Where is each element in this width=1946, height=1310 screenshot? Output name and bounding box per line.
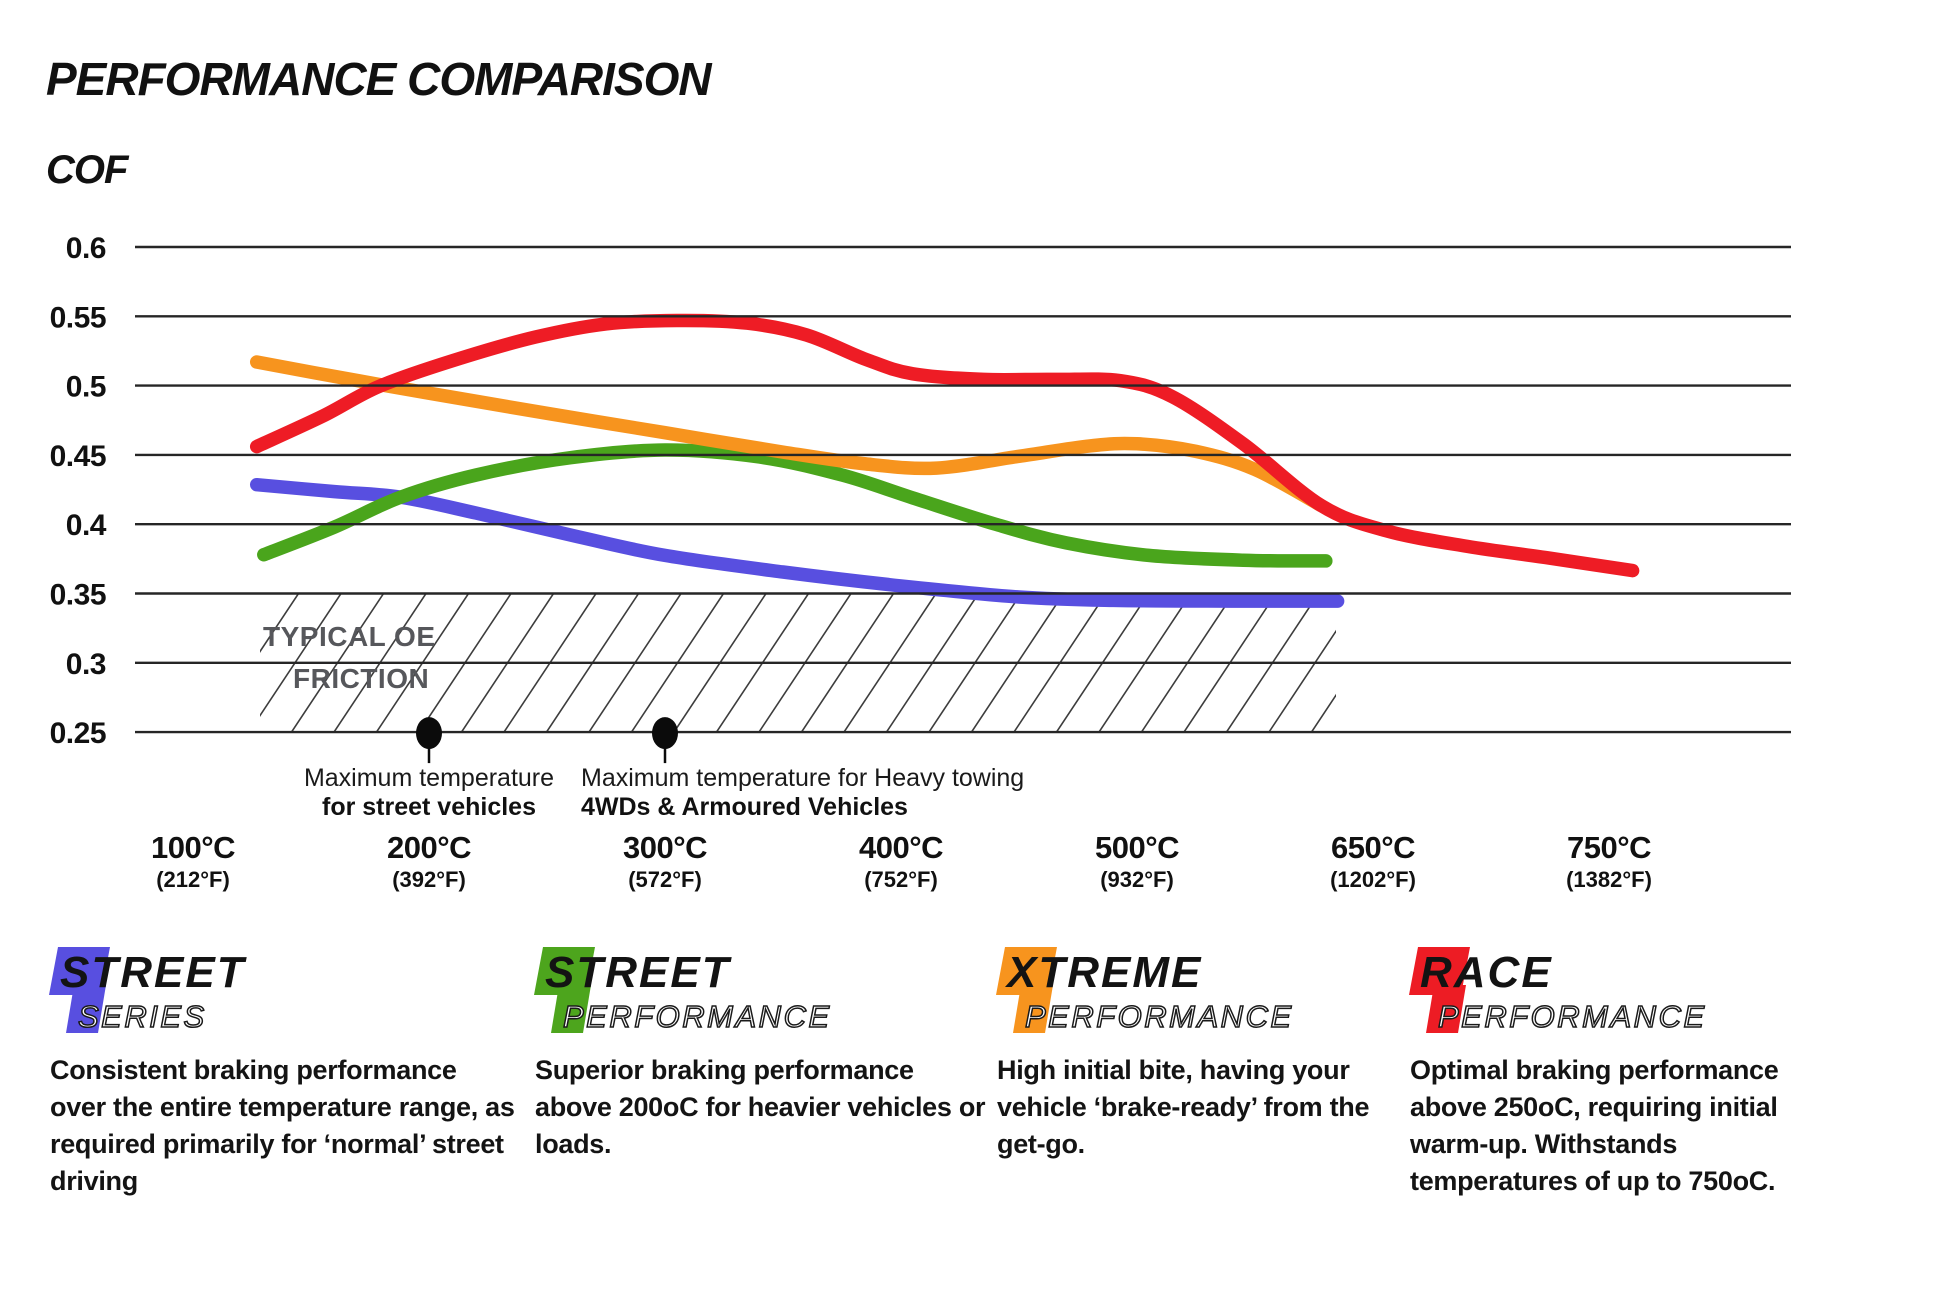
logo-mark-bottom bbox=[1426, 985, 1466, 1033]
street-performance-logo: STREET PERFORMANCE bbox=[534, 947, 832, 1035]
y-tick-label: 0.4 bbox=[66, 509, 107, 542]
oe-friction-label-line2: FRICTION bbox=[293, 663, 429, 694]
logo-mark-top bbox=[1409, 947, 1470, 995]
oe-friction-label-line1: TYPICAL OE bbox=[263, 621, 436, 652]
x-tick-fahrenheit-5: (1202°F) bbox=[1330, 867, 1416, 892]
logo-word2: PERFORMANCE bbox=[563, 999, 832, 1034]
logo-word1: XTREME bbox=[1004, 948, 1202, 997]
x-tick-celsius-2: 300°C bbox=[623, 830, 707, 865]
x-tick-celsius-0: 100°C bbox=[151, 830, 235, 865]
race-performance-logo: RACE PERFORMANCE bbox=[1409, 947, 1707, 1035]
logo-word1: STREET bbox=[545, 948, 732, 997]
x-tick-celsius-4: 500°C bbox=[1095, 830, 1179, 865]
legend-description: Optimal braking performance above 250oC,… bbox=[1410, 1055, 1779, 1196]
logo-word2: SERIES bbox=[78, 999, 207, 1034]
xtreme-performance-logo: XTREME PERFORMANCE bbox=[996, 947, 1294, 1035]
x-tick-celsius-6: 750°C bbox=[1567, 830, 1651, 865]
y-axis-title: COF bbox=[46, 148, 128, 192]
annotation-line1: Maximum temperature for Heavy towing bbox=[581, 764, 1024, 792]
logo-word1: STREET bbox=[60, 948, 247, 997]
y-tick-label: 0.5 bbox=[66, 371, 106, 404]
x-tick-fahrenheit-4: (932°F) bbox=[1100, 867, 1174, 892]
logo-word2: PERFORMANCE bbox=[1025, 999, 1294, 1034]
y-tick-label: 0.6 bbox=[66, 232, 106, 265]
y-tick-label: 0.25 bbox=[50, 717, 106, 750]
series-street-series bbox=[249, 477, 1345, 608]
series-street-performance bbox=[257, 443, 1333, 568]
y-tick-label: 0.45 bbox=[50, 440, 106, 473]
logo-word1: RACE bbox=[1420, 948, 1553, 997]
annotation-line1: Maximum temperature bbox=[304, 764, 554, 792]
gridlines-and-yticks: 0.6 0.55 0.5 0.45 0.4 0.35 0.3 0.25 bbox=[50, 232, 1791, 750]
annotation-line2: 4WDs & Armoured Vehicles bbox=[581, 793, 908, 821]
x-tick-celsius-1: 200°C bbox=[387, 830, 471, 865]
series-xtreme-performance bbox=[249, 355, 1328, 513]
x-tick-fahrenheit-2: (572°F) bbox=[628, 867, 702, 892]
legend-description: Consistent braking performance over the … bbox=[50, 1055, 515, 1196]
x-tick-fahrenheit-3: (752°F) bbox=[864, 867, 938, 892]
legend-description: Superior braking performance above 200oC… bbox=[535, 1055, 986, 1159]
max-temperature-dot bbox=[416, 717, 442, 750]
y-tick-label: 0.3 bbox=[66, 648, 106, 681]
legend-description: High initial bite, having your vehicle ‘… bbox=[997, 1055, 1370, 1159]
logo-mark-bottom bbox=[66, 985, 106, 1033]
x-tick-fahrenheit-1: (392°F) bbox=[392, 867, 466, 892]
x-tick-fahrenheit-0: (212°F) bbox=[156, 867, 230, 892]
y-tick-label: 0.55 bbox=[50, 301, 106, 334]
logo-mark-bottom bbox=[1013, 985, 1053, 1033]
y-tick-label: 0.35 bbox=[50, 579, 106, 612]
annotation-line2: for street vehicles bbox=[322, 793, 536, 821]
series-race-performance bbox=[249, 313, 1640, 578]
x-tick-celsius-3: 400°C bbox=[859, 830, 943, 865]
page-title: PERFORMANCE COMPARISON bbox=[46, 53, 712, 105]
x-tick-fahrenheit-6: (1382°F) bbox=[1566, 867, 1652, 892]
logo-word2: PERFORMANCE bbox=[1438, 999, 1707, 1034]
street-series-logo: STREET SERIES bbox=[49, 947, 247, 1035]
logo-mark-top bbox=[996, 947, 1057, 995]
logo-mark-top bbox=[534, 947, 595, 995]
logo-mark-bottom bbox=[551, 985, 591, 1033]
max-temperature-dot bbox=[652, 717, 678, 750]
x-tick-celsius-5: 650°C bbox=[1331, 830, 1415, 865]
logo-mark-top bbox=[49, 947, 110, 995]
